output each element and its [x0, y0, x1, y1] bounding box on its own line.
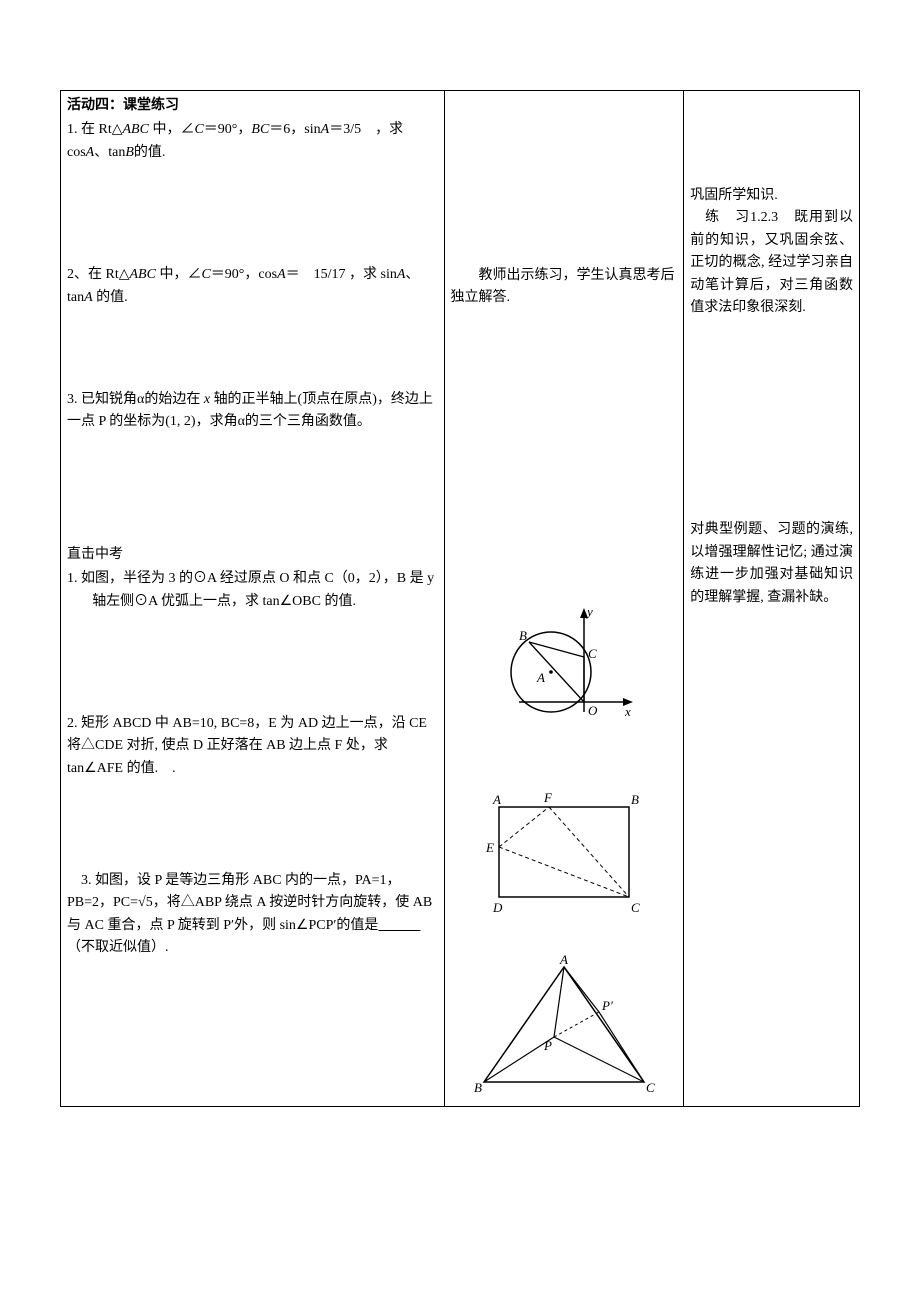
- svg-text:C: C: [588, 646, 597, 661]
- svg-text:B: B: [519, 628, 527, 643]
- notes-block-1: 巩固所学知识. 练 习1.2.3 既用到以前的知识，又巩固余弦、正切的概念, 经…: [690, 185, 853, 319]
- figure-triangle: A P′ P B C: [451, 952, 678, 1102]
- zhiji-q3: 3. 如图，设 P 是等边三角形 ABC 内的一点，PA=1，PB=2，PC=√…: [67, 870, 438, 960]
- notes-block-2: 对典型例题、习题的演练, 以增强理解性记忆; 通过演练进一步加强对基础知识的理解…: [690, 519, 853, 609]
- column-teacher: 教师出示练习，学生认真思考后独立解答. y x B C A O A: [444, 91, 684, 1107]
- svg-text:C: C: [631, 900, 640, 915]
- zhiji-title: 直击中考: [67, 544, 438, 566]
- lesson-table: 活动四：课堂练习 1. 在 Rt△ABC 中，∠C＝90°，BC＝6，sinA＝…: [60, 90, 860, 1107]
- question-3: 3. 已知锐角α的始边在 x 轴的正半轴上(顶点在原点)，终边上一点 P 的坐标…: [67, 389, 438, 434]
- column-activities: 活动四：课堂练习 1. 在 Rt△ABC 中，∠C＝90°，BC＝6，sinA＝…: [61, 91, 445, 1107]
- svg-text:B: B: [631, 792, 639, 807]
- teacher-note: 教师出示练习，学生认真思考后独立解答.: [451, 265, 678, 310]
- zhiji-q2: 2. 矩形 ABCD 中 AB=10, BC=8，E 为 AD 边上一点，沿 C…: [67, 713, 438, 780]
- zhiji-q1: 1. 如图，半径为 3 的⊙A 经过原点 O 和点 C（0，2），B 是 y 轴…: [67, 568, 438, 613]
- svg-text:O: O: [588, 703, 598, 718]
- svg-text:B: B: [474, 1080, 482, 1095]
- question-1: 1. 在 Rt△ABC 中，∠C＝90°，BC＝6，sinA＝3/5 ，求 co…: [67, 119, 438, 164]
- activity-title: 活动四：课堂练习: [67, 95, 438, 117]
- svg-text:A: A: [536, 670, 545, 685]
- svg-text:F: F: [543, 790, 553, 805]
- svg-text:C: C: [646, 1080, 655, 1095]
- figure-circle: y x B C A O: [451, 602, 678, 732]
- svg-text:P: P: [543, 1038, 552, 1053]
- svg-text:E: E: [485, 840, 494, 855]
- svg-text:D: D: [492, 900, 503, 915]
- svg-text:A: A: [492, 792, 501, 807]
- svg-text:P′: P′: [601, 998, 613, 1013]
- question-2: 2、在 Rt△ABC 中，∠C＝90°，cosA＝ 15/17 ，求 sinA、…: [67, 264, 438, 309]
- svg-text:A: A: [559, 952, 568, 967]
- figure-rectangle: A F B E D C: [451, 782, 678, 922]
- column-notes: 巩固所学知识. 练 习1.2.3 既用到以前的知识，又巩固余弦、正切的概念, 经…: [684, 91, 860, 1107]
- svg-text:y: y: [585, 604, 593, 619]
- svg-text:x: x: [624, 704, 631, 719]
